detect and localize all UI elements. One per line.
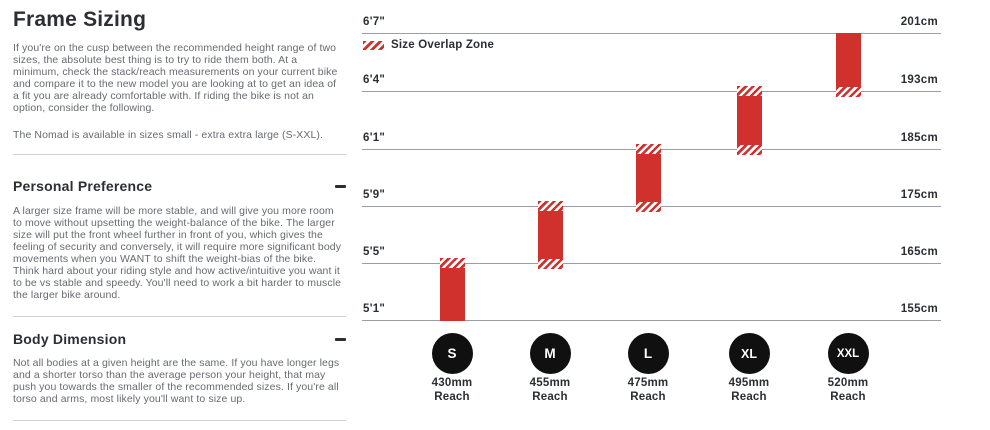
height-label-imperial: 5'5"	[363, 246, 386, 258]
height-label-metric: 165cm	[900, 246, 938, 258]
overlap-zone-hatch	[835, 87, 861, 97]
size-range-bar-xl	[736, 86, 762, 155]
overlap-zone-hatch	[635, 144, 661, 154]
intro-paragraph-1: If you're on the cusp between the recomm…	[13, 42, 338, 114]
legend-label: Size Overlap Zone	[391, 39, 495, 51]
height-label-metric: 175cm	[900, 189, 938, 201]
size-circle-xxl: XXL	[827, 333, 869, 374]
chart-legend: Size Overlap Zone	[363, 39, 494, 51]
overlap-zone-hatch	[635, 202, 661, 212]
section-heading: Body Dimension	[13, 331, 127, 347]
size-circle-m: M	[529, 333, 571, 374]
section-divider	[13, 316, 346, 317]
overlap-zone-swatch-icon	[363, 40, 384, 50]
size-range-bar-s	[439, 258, 465, 321]
size-range-bar-m	[537, 201, 563, 269]
reach-label-l: 475mm Reach	[627, 377, 669, 403]
page-title: Frame Sizing	[13, 8, 147, 31]
overlap-zone-hatch	[537, 259, 563, 269]
size-range-bar-l	[635, 144, 661, 212]
overlap-zone-hatch	[736, 86, 762, 96]
overlap-zone-hatch	[736, 145, 762, 155]
section-divider	[13, 154, 346, 155]
sizing-chart: Size Overlap Zone 6'7" 201cm 6'4" 193cm 6'1"…	[362, 0, 990, 430]
overlap-zone-hatch	[439, 258, 465, 268]
personal-preference-body: A larger size frame will be more stable,…	[13, 205, 342, 301]
height-label-metric: 193cm	[900, 74, 938, 86]
minus-icon[interactable]	[335, 185, 346, 188]
gridline	[362, 33, 941, 34]
overlap-zone-hatch	[537, 201, 563, 211]
size-circle-s: S	[431, 333, 473, 374]
minus-icon[interactable]	[335, 338, 346, 341]
section-heading: Personal Preference	[13, 178, 153, 194]
frame-sizing-article: Frame Sizing If you're on the cusp betwe…	[0, 0, 348, 430]
height-label-imperial: 5'9"	[363, 189, 386, 201]
gridline	[362, 263, 941, 264]
height-label-metric: 185cm	[900, 132, 938, 144]
reach-label-s: 430mm Reach	[431, 377, 473, 403]
section-divider	[13, 420, 346, 421]
reach-label-xl: 495mm Reach	[728, 377, 770, 403]
size-circle-xl: XL	[728, 333, 770, 374]
accordion-header-personal-preference[interactable]: Personal Preference	[13, 178, 346, 195]
height-label-metric: 201cm	[900, 16, 938, 28]
intro-paragraph-2: The Nomad is available in sizes small - …	[13, 129, 324, 141]
reach-label-xxl: 520mm Reach	[827, 377, 869, 403]
gridline	[362, 320, 941, 321]
gridline	[362, 91, 941, 92]
height-label-imperial: 5'1"	[363, 303, 386, 315]
size-circle-l: L	[627, 333, 669, 374]
height-label-imperial: 6'7"	[363, 16, 386, 28]
body-dimension-body: Not all bodies at a given height are the…	[13, 357, 340, 405]
height-label-imperial: 6'1"	[363, 132, 386, 144]
accordion-header-body-dimension[interactable]: Body Dimension	[13, 331, 346, 348]
height-label-metric: 155cm	[900, 303, 938, 315]
reach-label-m: 455mm Reach	[529, 377, 571, 403]
height-label-imperial: 6'4"	[363, 74, 386, 86]
size-range-bar-xxl	[835, 33, 861, 97]
